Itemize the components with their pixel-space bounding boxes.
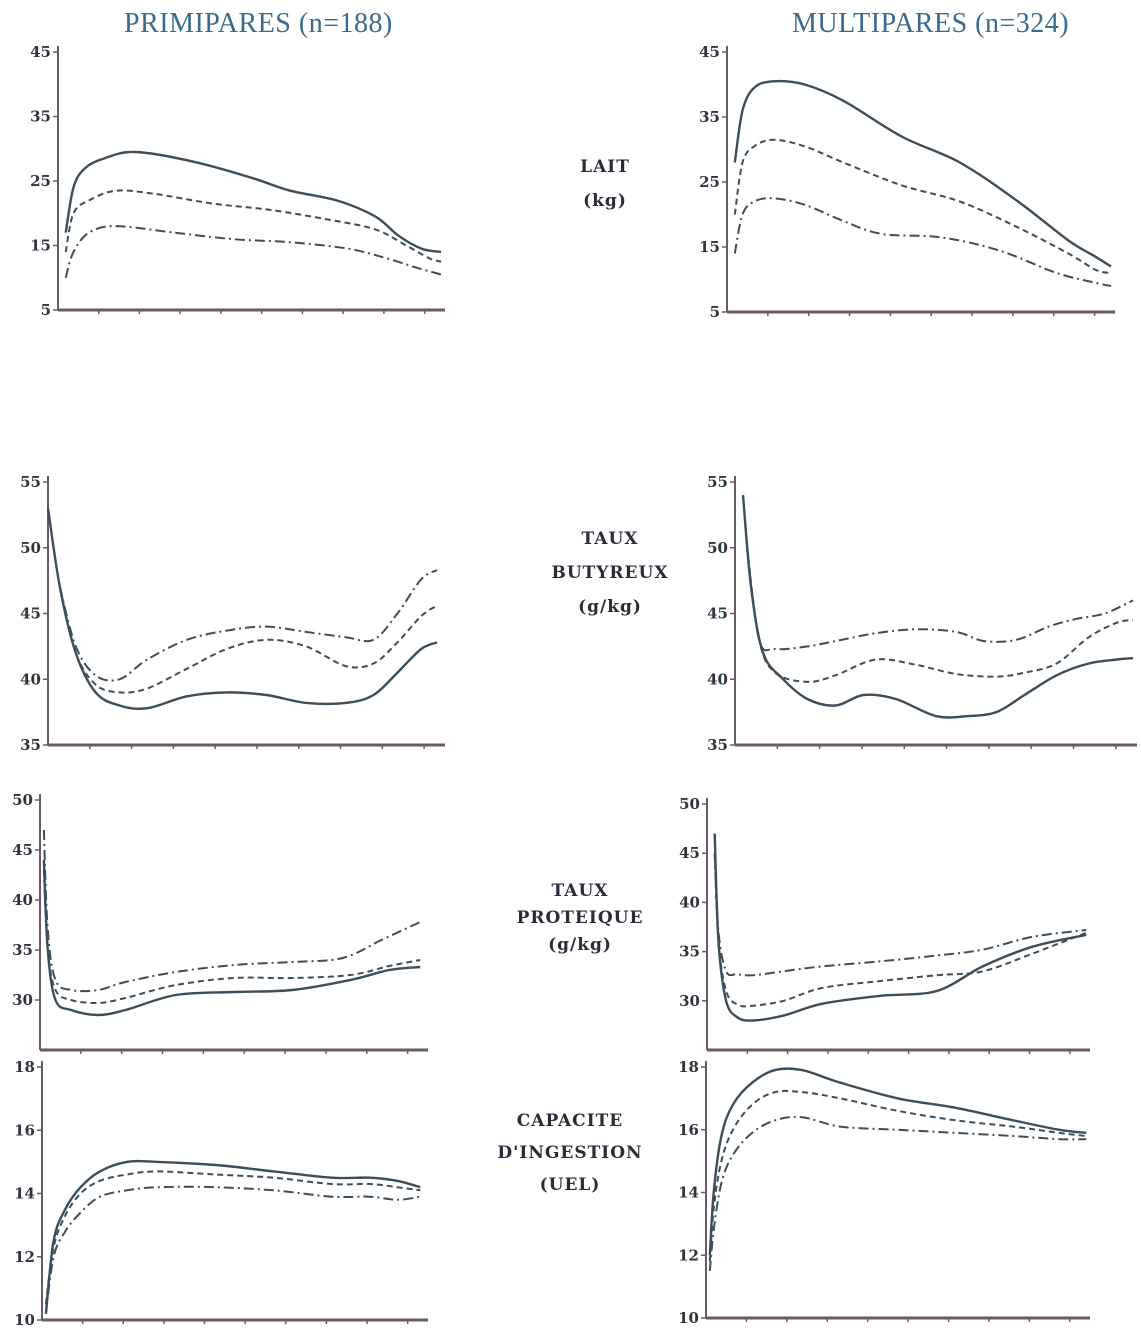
row-label-line: TAUX (581, 529, 639, 549)
y-tick-label: 55 (20, 473, 41, 491)
column-title-primipares: PRIMIPARES (n=188) (124, 8, 393, 39)
series-line-solid (733, 79, 1112, 268)
y-tick-label: 10 (14, 1311, 35, 1329)
panel-capacite-ingestion-primipares: 10 12 14 16 18 (14, 1058, 428, 1329)
series-line-dash-dot (64, 225, 442, 279)
y-tick-label: 45 (707, 605, 728, 623)
row-label-line: PROTEIQUE (516, 908, 644, 928)
series-line-dashed (44, 1170, 421, 1305)
y-tick-label: 40 (20, 670, 41, 688)
y-tick-label: 45 (30, 43, 51, 61)
series-line-dash-dot (44, 1185, 421, 1314)
row-label-taux-proteique: TAUX PROTEIQUE (g/kg) (500, 878, 660, 959)
y-tick-label: 45 (20, 605, 41, 623)
y-tick-label: 35 (707, 736, 728, 754)
panel-taux-proteique-multipares: 30 35 40 45 50 (679, 795, 1090, 1054)
row-label-lait: LAIT (kg) (540, 150, 670, 218)
panel-taux-proteique-primipares: 30 35 40 45 50 (12, 791, 428, 1054)
series-line-solid (708, 1067, 1087, 1256)
y-tick-label: 15 (699, 238, 720, 256)
series-line-solid (741, 494, 1134, 719)
y-tick-label: 40 (12, 891, 33, 909)
row-label-line: LAIT (580, 157, 630, 177)
series-line-solid (713, 833, 1087, 1022)
series-line-dash-dot (58, 569, 438, 682)
series-line-dashed (713, 853, 1087, 1008)
y-tick-label: 5 (41, 301, 51, 319)
panel-lait-primipares: 5 15 25 35 45 (30, 43, 445, 319)
panel-taux-butyreux-multipares: 35 40 45 50 55 (707, 473, 1137, 754)
row-label-line: (UEL) (539, 1175, 601, 1195)
y-tick-label: 35 (30, 108, 51, 126)
y-tick-label: 35 (20, 736, 41, 754)
y-tick-label: 5 (710, 303, 720, 321)
y-tick-label: 16 (678, 1121, 699, 1139)
row-label-line: (g/kg) (548, 935, 612, 955)
row-label-line: BUTYREUX (551, 563, 669, 583)
series-line-solid (46, 508, 438, 710)
y-tick-label: 18 (14, 1058, 35, 1076)
series-line-solid (44, 1159, 421, 1314)
row-label-line: D'INGESTION (497, 1143, 643, 1163)
row-label-line: CAPACITE (516, 1111, 624, 1131)
panel-capacite-ingestion-multipares: 10 12 14 16 18 (678, 1058, 1090, 1327)
series-line-dashed (58, 586, 438, 694)
row-label-capacite-ingestion: CAPACITE D'INGESTION (UEL) (490, 1105, 650, 1201)
y-tick-label: 55 (707, 473, 728, 491)
series-line-dash-dot (733, 197, 1112, 287)
y-tick-label: 45 (679, 844, 700, 862)
row-label-taux-butyreux: TAUX BUTYREUX (g/kg) (520, 522, 700, 624)
series-line-dashed (733, 138, 1112, 274)
y-tick-label: 35 (679, 943, 700, 961)
column-title-multipares: MULTIPARES (n=324) (792, 8, 1070, 39)
y-tick-label: 50 (20, 539, 41, 557)
y-tick-label: 14 (678, 1184, 699, 1202)
series-line-dashed (708, 1089, 1087, 1262)
y-tick-label: 25 (699, 173, 720, 191)
series-line-dashed (746, 547, 1134, 683)
row-label-line: (kg) (583, 191, 627, 211)
y-tick-label: 25 (30, 172, 51, 190)
y-tick-label: 45 (12, 841, 33, 859)
series-line-dash-dot (42, 829, 421, 993)
row-label-line: TAUX (551, 881, 609, 901)
y-tick-label: 12 (678, 1246, 699, 1264)
series-line-solid (64, 150, 442, 254)
y-tick-label: 30 (12, 991, 33, 1009)
y-tick-label: 30 (679, 992, 700, 1010)
y-tick-label: 14 (14, 1185, 35, 1203)
series-line-dashed (42, 869, 421, 1005)
y-tick-label: 18 (678, 1058, 699, 1076)
y-tick-label: 10 (678, 1309, 699, 1327)
y-tick-label: 16 (14, 1121, 35, 1139)
series-line-dash-dot (708, 1115, 1087, 1272)
row-label-line: (g/kg) (578, 597, 642, 617)
y-tick-label: 12 (14, 1248, 35, 1266)
y-tick-label: 50 (679, 795, 700, 813)
y-tick-label: 50 (707, 539, 728, 557)
panel-taux-butyreux-primipares: 35 40 45 50 55 (20, 473, 445, 754)
panel-lait-multipares: 5 15 25 35 45 (699, 43, 1115, 321)
y-tick-label: 40 (707, 670, 728, 688)
y-tick-label: 50 (12, 791, 33, 809)
y-tick-label: 45 (699, 43, 720, 61)
y-tick-label: 15 (30, 237, 51, 255)
y-tick-label: 35 (699, 108, 720, 126)
series-line-dash-dot (713, 853, 1087, 977)
y-tick-label: 35 (12, 941, 33, 959)
series-line-dash-dot (746, 547, 1134, 652)
y-tick-label: 40 (679, 893, 700, 911)
series-line-solid (42, 859, 421, 1017)
